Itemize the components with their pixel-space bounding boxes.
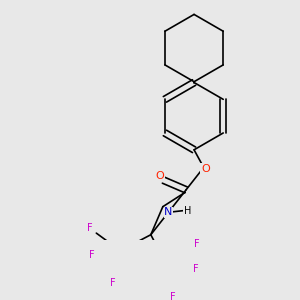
Text: F: F xyxy=(194,239,200,249)
Text: N: N xyxy=(164,207,172,217)
Text: F: F xyxy=(170,292,176,300)
Text: F: F xyxy=(193,264,199,274)
Text: O: O xyxy=(155,171,164,181)
Text: F: F xyxy=(110,278,115,288)
Text: O: O xyxy=(201,164,210,174)
Text: F: F xyxy=(89,250,94,260)
Text: F: F xyxy=(87,223,93,233)
Text: H: H xyxy=(184,206,191,216)
